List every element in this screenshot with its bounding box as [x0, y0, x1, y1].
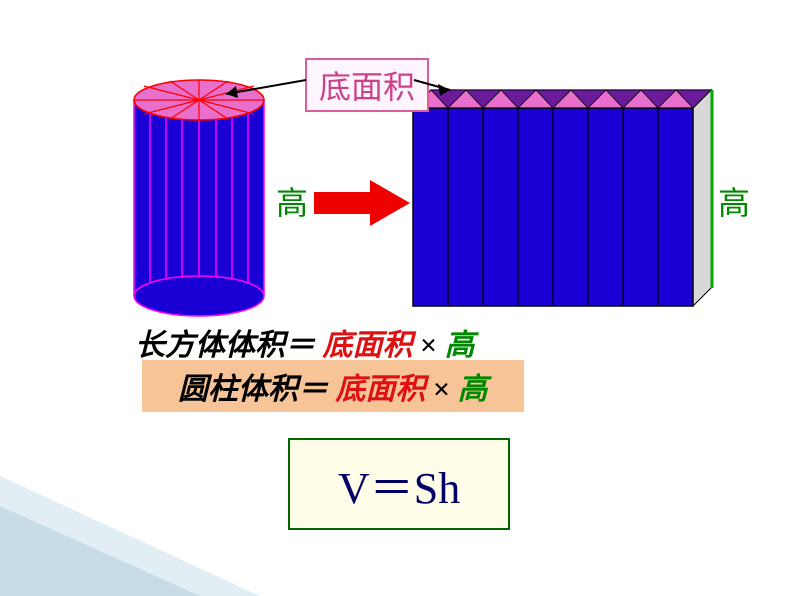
- cylinder-times: ×: [433, 373, 450, 406]
- cuboid-height: 高: [445, 329, 475, 362]
- height-label-right: 高: [718, 178, 750, 224]
- cuboid-volume-formula: 长方体体积＝ 底面积 × 高: [135, 320, 475, 364]
- main-formula-box: V＝Sh: [288, 438, 510, 530]
- main-formula: V＝Sh: [338, 464, 460, 513]
- cylinder-volume-formula: 圆柱体积＝ 底面积 × 高: [142, 360, 524, 412]
- cylinder-prefix: 圆柱体积＝: [178, 373, 328, 406]
- cuboid-times: ×: [420, 329, 437, 362]
- corner-triangle: [0, 476, 300, 596]
- cuboid-basearea: 底面积: [323, 329, 413, 362]
- pointer-arrows: [0, 0, 794, 300]
- cuboid-prefix: 长方体体积＝: [135, 329, 315, 362]
- height-label-left: 高: [276, 178, 308, 224]
- cylinder-height: 高: [458, 373, 488, 406]
- transform-arrow: [310, 178, 420, 228]
- cylinder-basearea: 底面积: [336, 373, 426, 406]
